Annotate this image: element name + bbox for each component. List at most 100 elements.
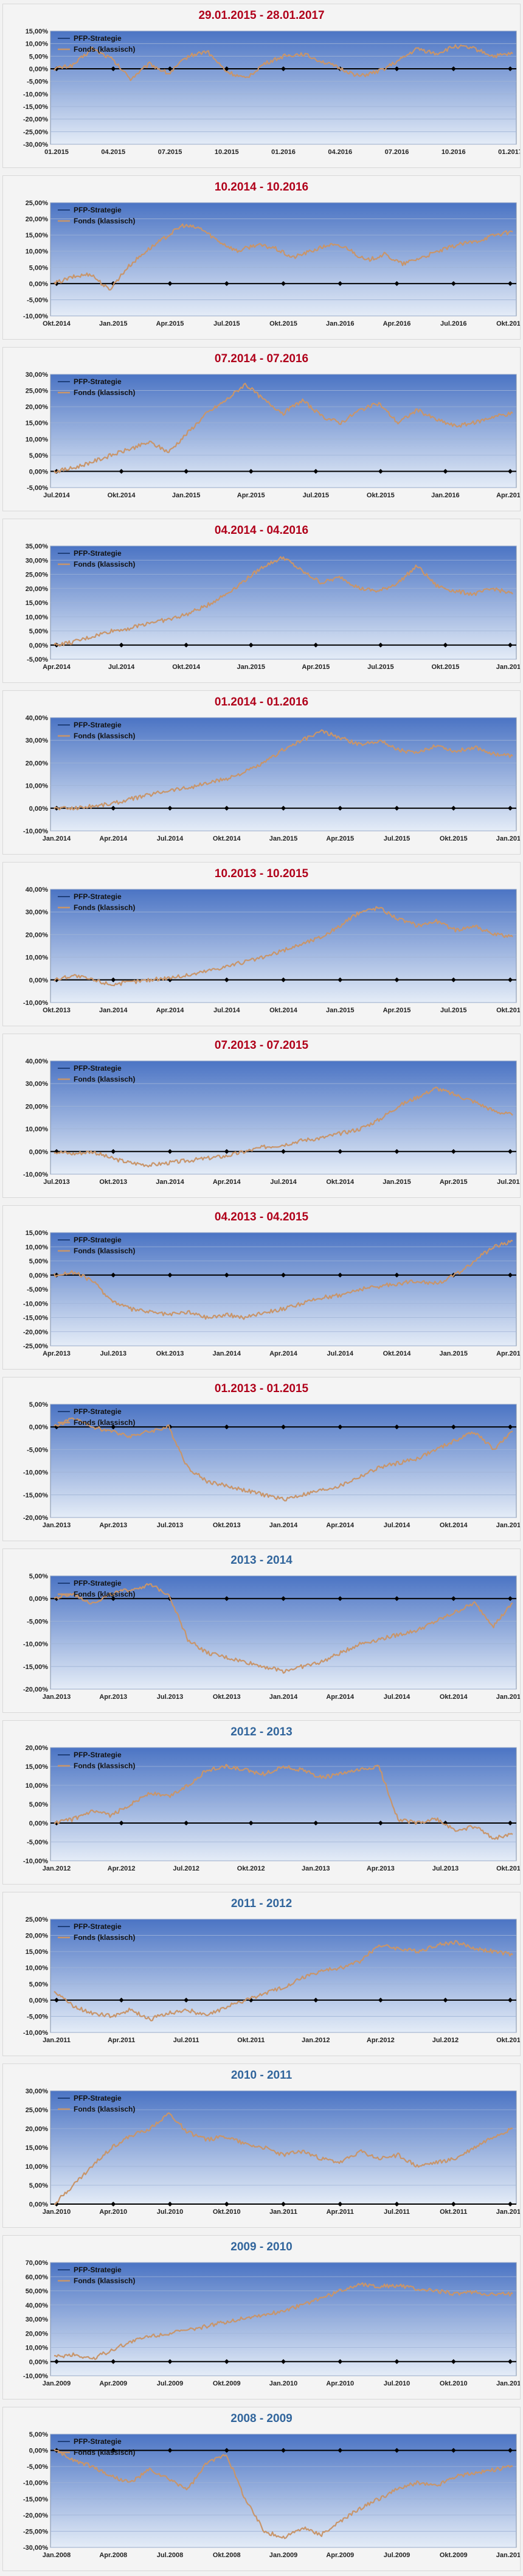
series-pfp-point: [111, 977, 116, 982]
x-tick-label: Apr.2014: [99, 835, 128, 842]
x-tick-label: Jan.2015: [269, 835, 297, 842]
x-tick-label: Jan.2013: [302, 1865, 330, 1872]
y-tick-label: -5,00%: [27, 1839, 48, 1846]
series-fonds-line: [54, 556, 513, 647]
y-tick-label: 10,00%: [26, 614, 49, 621]
x-tick-label: Okt.2013: [99, 1178, 127, 1186]
x-tick-label: Jan.2009: [43, 2380, 71, 2387]
plot-area: [50, 2434, 517, 2548]
x-tick-label: Jul.2014: [157, 835, 184, 842]
x-tick-label: 10.2015: [215, 149, 239, 156]
series-pfp-point: [54, 1997, 59, 2003]
x-tick-label: Apr.2011: [108, 2037, 135, 2044]
y-tick-label: -15,00%: [23, 1664, 48, 1671]
y-tick-label: 0,00%: [29, 281, 48, 288]
x-tick-label: Okt.2013: [43, 1007, 71, 1014]
x-tick-label: Jul.2015: [303, 492, 329, 499]
x-tick-label: Okt.2013: [213, 1522, 241, 1529]
series-pfp-point: [451, 2448, 456, 2453]
legend-label-pfp: PFP-Strategie: [74, 1579, 122, 1587]
y-tick-label: 10,00%: [26, 1782, 49, 1790]
legend-label-fonds: Fonds (klassisch): [74, 903, 135, 912]
x-tick-label: Apr.2015: [383, 1007, 411, 1014]
x-tick-label: Jan.2015: [440, 1350, 468, 1357]
legend-label-fonds: Fonds (klassisch): [74, 217, 135, 225]
x-tick-label: Jan.2015: [237, 663, 265, 671]
series-pfp-point: [281, 2202, 286, 2207]
y-tick-label: 10,00%: [26, 436, 49, 443]
x-tick-label: Jan.2008: [43, 2552, 71, 2559]
y-tick-label: 25,00%: [26, 1916, 49, 1923]
series-pfp-point: [338, 2359, 343, 2364]
y-tick-label: 20,00%: [26, 1933, 49, 1940]
x-tick-label: Apr.2009: [326, 2552, 354, 2559]
y-tick-label: 15,00%: [26, 1948, 49, 1956]
x-tick-label: Okt.2014: [326, 1178, 355, 1186]
chart-svg: 2012 - 2013 20,00% 15,00% 10,00% 5,00% 0,00% -…: [23, 1726, 520, 1872]
series-pfp-point: [167, 2202, 173, 2207]
x-tick-label: Jan.2011: [43, 2037, 71, 2044]
y-tick-label: -5,00%: [27, 656, 48, 663]
series-pfp-point: [167, 1272, 173, 1278]
y-tick-label: 20,00%: [26, 760, 49, 767]
y-tick-label: -5,00%: [27, 485, 48, 492]
chart-title: 04.2013 - 04.2015: [215, 1211, 309, 1223]
legend-label-pfp: PFP-Strategie: [74, 721, 122, 729]
x-tick-label: Jul.2015: [497, 1178, 520, 1186]
legend-label-fonds: Fonds (klassisch): [74, 2448, 135, 2457]
series-fonds-line: [54, 906, 513, 987]
series-pfp-point: [451, 2202, 456, 2207]
series-pfp-point: [508, 2202, 513, 2207]
chart-svg: 2010 - 2011 30,00% 25,00% 20,00% 15,00% 10,00…: [26, 2069, 520, 2216]
series-pfp-point: [281, 1424, 286, 1430]
x-tick-label: 07.2016: [385, 149, 409, 156]
legend-label-pfp: PFP-Strategie: [74, 1751, 122, 1759]
series-pfp-point: [111, 2359, 116, 2364]
series-pfp-point: [313, 469, 319, 474]
y-tick-label: -10,00%: [23, 313, 48, 320]
x-tick-label: Okt.2014: [213, 835, 241, 842]
series-fonds-line: [54, 44, 513, 82]
x-tick-label: Jul.2011: [173, 2037, 199, 2044]
y-tick-label: 30,00%: [26, 557, 49, 564]
plot-area: [50, 1060, 517, 1175]
series-pfp-point: [248, 469, 254, 474]
x-tick-label: Apr.2014: [326, 1522, 355, 1529]
series-pfp-point: [184, 469, 189, 474]
chart-panel: 2013 - 2014 5,00% 0,00% -5,00% -10,00% -15,00…: [2, 1549, 521, 1713]
chart-panel: 2009 - 2010 70,00% 60,00% 50,00% 40,00% 30,00…: [2, 2235, 521, 2399]
x-tick-label: Jul.2010: [384, 2380, 410, 2387]
series-pfp-point: [224, 1596, 229, 1601]
x-tick-label: Jul.2009: [384, 2552, 410, 2559]
series-pfp-point: [313, 1821, 319, 1825]
y-tick-label: 5,00%: [29, 264, 48, 271]
x-tick-label: Jan.2014: [99, 1007, 128, 1014]
chart-title: 2010 - 2011: [231, 2069, 293, 2082]
x-tick-label: Jul.2013: [157, 1522, 183, 1529]
series-pfp-point: [281, 2359, 286, 2364]
y-tick-label: -10,00%: [23, 828, 48, 835]
legend-label-pfp: PFP-Strategie: [74, 549, 122, 558]
y-tick-label: 10,00%: [26, 248, 49, 256]
x-tick-label: Okt.2010: [213, 2208, 241, 2216]
chart-svg: 2008 - 2009 5,00% 0,00% -5,00% -10,00% -15,00…: [23, 2412, 520, 2559]
x-tick-label: Jan.2015: [383, 1178, 410, 1186]
x-tick-label: Apr.2014: [156, 1007, 185, 1014]
y-tick-label: -5,00%: [27, 296, 48, 304]
y-tick-label: -5,00%: [27, 1286, 48, 1293]
x-tick-label: Jul.2014: [213, 1007, 240, 1014]
legend-label-fonds: Fonds (klassisch): [74, 1590, 135, 1598]
series-pfp-point: [508, 1272, 513, 1278]
x-tick-label: Okt.2015: [496, 1007, 520, 1014]
x-tick-label: Okt.2014: [43, 320, 71, 327]
x-tick-label: Apr.2012: [108, 1865, 136, 1872]
y-tick-label: 30,00%: [26, 1080, 49, 1088]
series-pfp-point: [508, 66, 513, 71]
chart-panel: 07.2013 - 07.2015 40,00% 30,00% 20,00% 10,00…: [2, 1034, 521, 1198]
series-pfp-point: [184, 1821, 189, 1825]
chart-svg: 2011 - 2012 25,00% 20,00% 15,00% 10,00% 5,00%…: [23, 1897, 520, 2044]
y-tick-label: 5,00%: [29, 1258, 48, 1265]
y-tick-label: 5,00%: [29, 1573, 48, 1580]
series-pfp-point: [508, 469, 513, 474]
